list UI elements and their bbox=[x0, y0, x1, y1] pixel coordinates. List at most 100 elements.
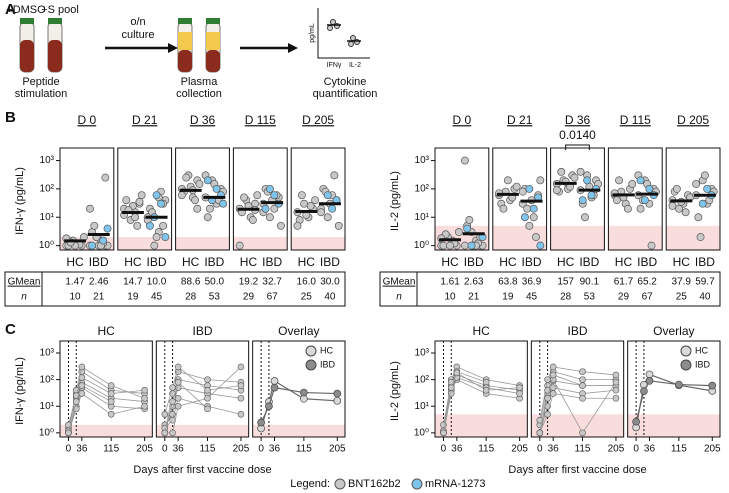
subject-point bbox=[516, 390, 523, 397]
legend-label: mRNA-1273 bbox=[425, 478, 486, 490]
overlay-point bbox=[333, 396, 342, 405]
x-tick-label: 0 bbox=[633, 444, 639, 455]
data-point bbox=[177, 191, 186, 200]
legend-marker bbox=[411, 478, 423, 490]
x-tick-label: 205 bbox=[704, 444, 721, 455]
data-point bbox=[523, 204, 532, 213]
data-point bbox=[525, 221, 534, 230]
group-label: IBD bbox=[637, 255, 657, 269]
data-point bbox=[161, 233, 170, 242]
step-label: Peptide bbox=[22, 76, 59, 88]
data-point bbox=[647, 241, 656, 250]
subject-point bbox=[544, 410, 551, 418]
data-point bbox=[152, 191, 161, 200]
subpanel-frame bbox=[550, 147, 605, 251]
data-point bbox=[580, 213, 589, 222]
gmean-value: 65.2 bbox=[637, 277, 657, 288]
step-label: collection bbox=[176, 88, 222, 100]
data-point bbox=[525, 184, 534, 193]
subject-point bbox=[579, 376, 586, 383]
lloq-band bbox=[252, 424, 345, 437]
y-axis-label: IFN-γ (pg/mL) bbox=[14, 357, 26, 425]
subject-point bbox=[65, 429, 72, 437]
legend-marker bbox=[334, 478, 346, 490]
data-point bbox=[99, 236, 108, 245]
subject-point bbox=[612, 378, 620, 386]
group-label: HC bbox=[557, 255, 575, 269]
n-value: 21 bbox=[93, 292, 105, 303]
y-axis-label: IL-2 (pg/mL) bbox=[389, 361, 401, 421]
data-point bbox=[156, 199, 165, 208]
table-row-label: n bbox=[21, 292, 27, 303]
n-value: 19 bbox=[502, 292, 514, 303]
x-tick-label: 115 bbox=[296, 444, 312, 455]
data-point bbox=[698, 199, 707, 208]
y-tick-label: 10³ bbox=[40, 348, 55, 359]
y-tick-label: 10¹ bbox=[415, 401, 430, 412]
gmean-value: 63.8 bbox=[498, 277, 518, 288]
x-tick-label: 0 bbox=[66, 444, 72, 455]
y-tick-label: 10² bbox=[40, 184, 55, 195]
data-point bbox=[150, 241, 159, 250]
subpanel-frame bbox=[59, 147, 115, 251]
data-point bbox=[300, 199, 309, 208]
gmean-value: 1.47 bbox=[65, 277, 85, 288]
overlay-point bbox=[645, 370, 654, 379]
data-point bbox=[205, 204, 214, 213]
subject-point bbox=[440, 429, 447, 437]
treatment-label: +S pool bbox=[41, 4, 79, 16]
overlay-segment bbox=[649, 380, 679, 386]
x-tick-label: 205 bbox=[608, 444, 625, 455]
legend-marker bbox=[680, 359, 692, 371]
x-tick-label: 0 bbox=[441, 444, 447, 455]
data-point bbox=[88, 241, 97, 250]
gmean-value: 90.1 bbox=[580, 277, 600, 288]
data-point bbox=[668, 202, 677, 210]
data-point bbox=[615, 176, 624, 185]
data-point bbox=[460, 241, 469, 250]
x-tick-label: 36 bbox=[269, 444, 281, 455]
subject-line bbox=[539, 374, 583, 433]
subject-point bbox=[204, 394, 211, 402]
table-row-label: GMean bbox=[8, 277, 41, 288]
subject-line bbox=[68, 384, 112, 433]
data-point bbox=[576, 167, 585, 176]
data-point bbox=[122, 196, 131, 205]
data-point bbox=[317, 208, 326, 217]
lloq-band bbox=[233, 237, 288, 250]
overlay-segment bbox=[303, 391, 338, 395]
gmean-value: 1.61 bbox=[440, 277, 460, 288]
lloq-band bbox=[156, 424, 249, 437]
subject-point bbox=[174, 378, 182, 386]
subject-point bbox=[237, 363, 245, 371]
legend-label: IBD bbox=[695, 359, 711, 369]
data-point bbox=[203, 213, 212, 222]
overlay-point bbox=[632, 417, 640, 426]
subject-point bbox=[549, 371, 557, 379]
data-point bbox=[700, 171, 709, 180]
subject-point bbox=[447, 384, 455, 391]
x-tick-label: 205 bbox=[136, 444, 153, 455]
data-point bbox=[145, 221, 154, 230]
data-point bbox=[248, 216, 257, 224]
significance-bracket bbox=[565, 144, 590, 150]
panel-label: A bbox=[5, 1, 16, 18]
y-tick-label: 10³ bbox=[40, 155, 55, 166]
data-point bbox=[439, 241, 448, 250]
day-label: D 36 bbox=[190, 113, 216, 127]
group-label: HC bbox=[441, 255, 459, 269]
n-value: 21 bbox=[468, 292, 480, 303]
step-label: stimulation bbox=[15, 88, 68, 100]
overlay-point bbox=[333, 389, 342, 398]
y-axis-label: IL-2 (pg/mL) bbox=[389, 171, 401, 231]
data-point bbox=[219, 199, 228, 208]
subject-point bbox=[549, 363, 557, 371]
data-point bbox=[512, 182, 521, 191]
subject-point bbox=[204, 386, 211, 394]
subject-point bbox=[78, 363, 86, 371]
data-point bbox=[293, 221, 302, 230]
gmean-value: 16.0 bbox=[297, 277, 317, 288]
subject-line bbox=[164, 397, 242, 429]
data-point bbox=[159, 221, 168, 230]
table-frame bbox=[379, 271, 721, 307]
